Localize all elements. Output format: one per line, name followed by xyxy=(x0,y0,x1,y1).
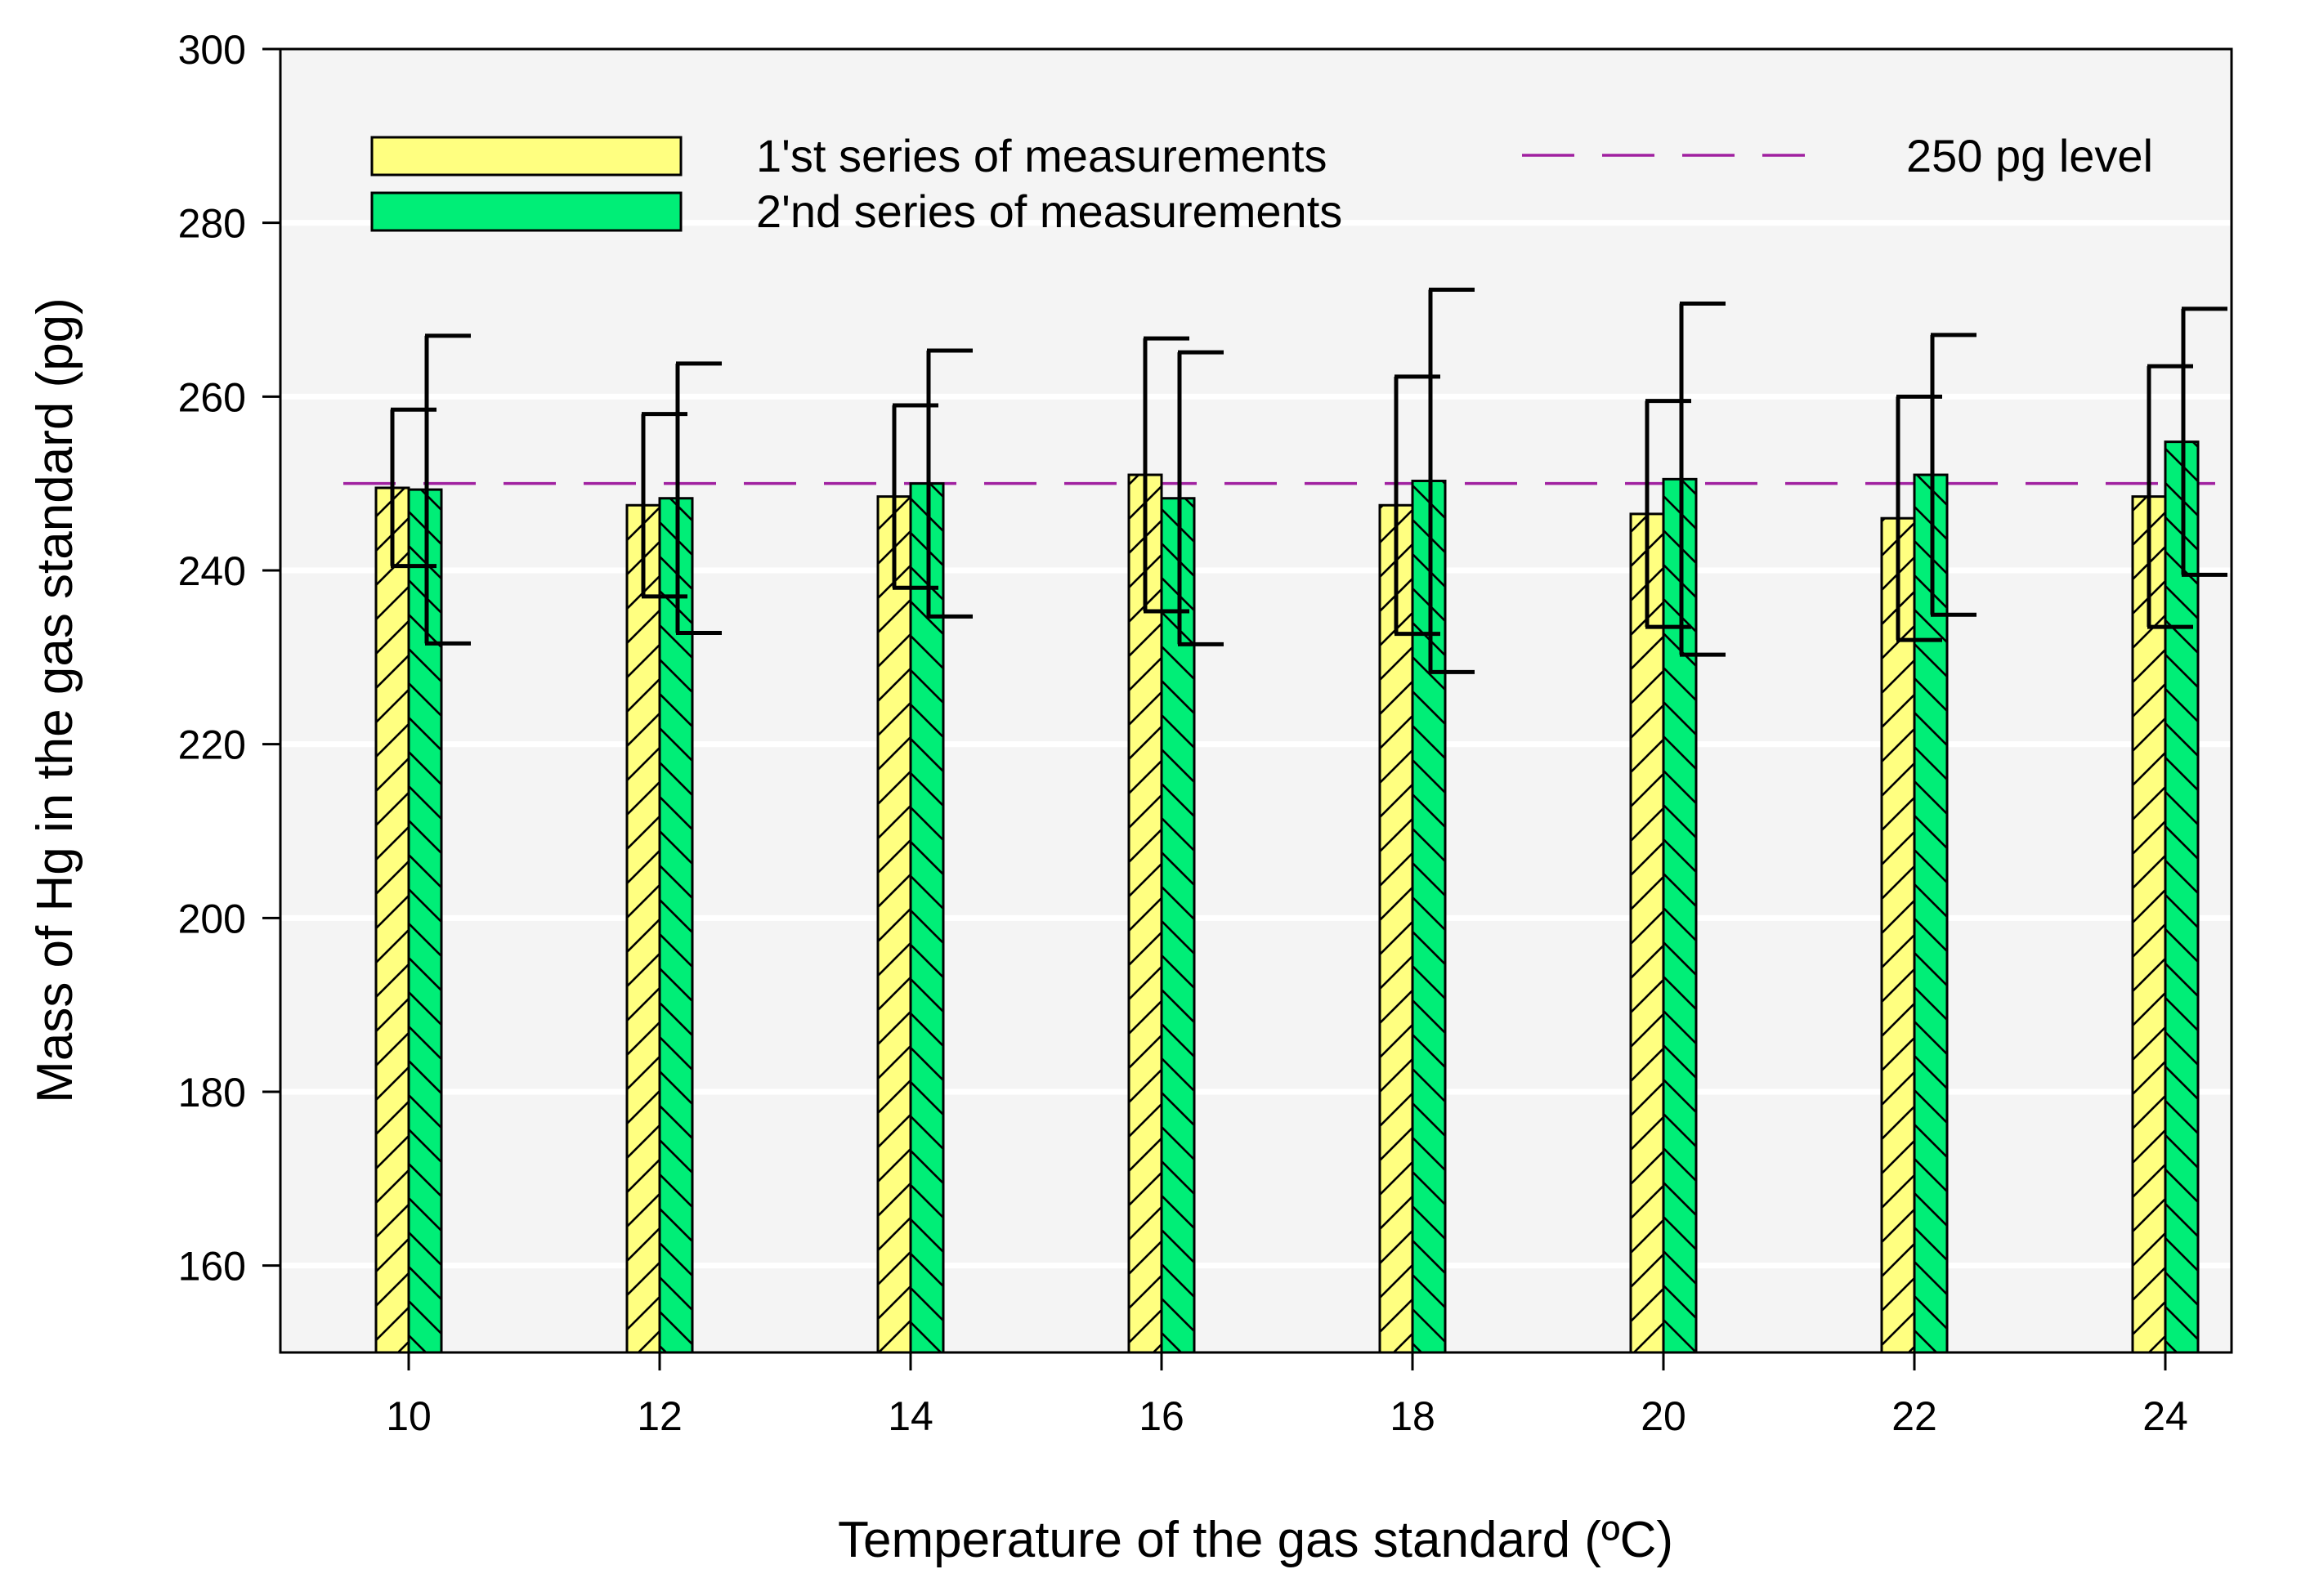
legend-swatch-series-1 xyxy=(370,136,683,177)
y-tick-label-220: 220 xyxy=(178,722,246,768)
y-tick-label-240: 240 xyxy=(178,548,246,594)
error-bar-series1-24 xyxy=(2147,364,2193,629)
bar-series1-16 xyxy=(1127,473,1163,1354)
legend: 1'st series of measurements 2'nd series … xyxy=(370,130,2153,237)
bar-series1-22 xyxy=(1880,516,1916,1354)
bar-series2-12 xyxy=(658,497,694,1354)
legend-label-reference: 250 pg level xyxy=(1906,130,2153,181)
x-tick-label-16: 16 xyxy=(1139,1393,1184,1439)
bar-series2-22 xyxy=(1913,473,1949,1354)
bar-hatch-series2-24 xyxy=(2164,440,2200,1354)
bar-series1-12 xyxy=(625,503,661,1354)
error-bar-series2-18 xyxy=(1428,288,1475,674)
bars-group xyxy=(374,440,2200,1354)
legend-label-series-2: 2'nd series of measurements xyxy=(756,186,1342,237)
error-bar-series2-22 xyxy=(1930,333,1976,617)
y-axis-title: Mass of Hg in the gas standard (pg) xyxy=(27,297,83,1103)
error-bar-series1-16 xyxy=(1143,336,1189,614)
bar-hatch-series1-20 xyxy=(1629,512,1665,1354)
bar-series1-18 xyxy=(1378,503,1414,1354)
error-bar-series2-16 xyxy=(1177,350,1224,646)
y-tick-label-260: 260 xyxy=(178,374,246,420)
x-tick-label-12: 12 xyxy=(637,1393,683,1439)
y-tick-label-160: 160 xyxy=(178,1244,246,1290)
legend-label-series-1: 1'st series of measurements xyxy=(756,130,1327,181)
x-tick-label-18: 18 xyxy=(1390,1393,1435,1439)
error-bar-series2-10 xyxy=(424,333,471,646)
bar-series1-14 xyxy=(876,495,912,1354)
x-tick-label-14: 14 xyxy=(888,1393,933,1439)
bar-hatch-series2-14 xyxy=(909,482,945,1354)
error-bar-series1-12 xyxy=(641,412,687,599)
bar-hatch-series1-10 xyxy=(374,486,410,1354)
bar-series1-20 xyxy=(1629,512,1665,1354)
error-bar-series1-10 xyxy=(390,407,436,569)
x-axis-title: Temperature of the gas standard (ºC) xyxy=(838,1512,1673,1568)
error-bar-series1-20 xyxy=(1645,399,1691,629)
legend-swatch-series-2 xyxy=(370,191,683,232)
y-tick-label-280: 280 xyxy=(178,201,246,247)
bar-series1-10 xyxy=(374,486,410,1354)
bar-series2-16 xyxy=(1160,497,1196,1354)
bar-series2-14 xyxy=(909,482,945,1354)
y-tick-label-300: 300 xyxy=(178,27,246,73)
x-tick-label-20: 20 xyxy=(1641,1393,1686,1439)
bar-series2-24 xyxy=(2164,440,2200,1354)
bar-hatch-series1-14 xyxy=(876,495,912,1354)
bar-hatch-series1-18 xyxy=(1378,503,1414,1354)
bar-hatch-series1-12 xyxy=(625,503,661,1354)
error-bar-series1-22 xyxy=(1896,394,1942,642)
error-bar-series1-18 xyxy=(1394,374,1440,637)
x-tick-label-24: 24 xyxy=(2142,1393,2188,1439)
error-bar-series2-24 xyxy=(2181,306,2227,577)
bar-hatch-series1-22 xyxy=(1880,516,1916,1354)
x-tick-label-22: 22 xyxy=(1891,1393,1937,1439)
error-bar-series2-14 xyxy=(926,348,973,619)
plot-frame xyxy=(279,47,2233,1354)
error-bar-series1-14 xyxy=(892,403,938,590)
y-tick-label-180: 180 xyxy=(178,1070,246,1115)
error-bar-series2-20 xyxy=(1679,302,1726,657)
x-tick-label-10: 10 xyxy=(386,1393,432,1439)
y-tick-label-200: 200 xyxy=(178,896,246,941)
error-bar-series2-12 xyxy=(675,361,722,636)
x-axis-ticks: 10 12 14 16 18 20 22 24 xyxy=(386,1352,2188,1439)
y-axis-ticks: 160 180 200 220 240 260 280 300 xyxy=(178,27,280,1290)
bar-hatch-series2-12 xyxy=(658,497,694,1354)
error-bars-group xyxy=(390,288,2227,674)
